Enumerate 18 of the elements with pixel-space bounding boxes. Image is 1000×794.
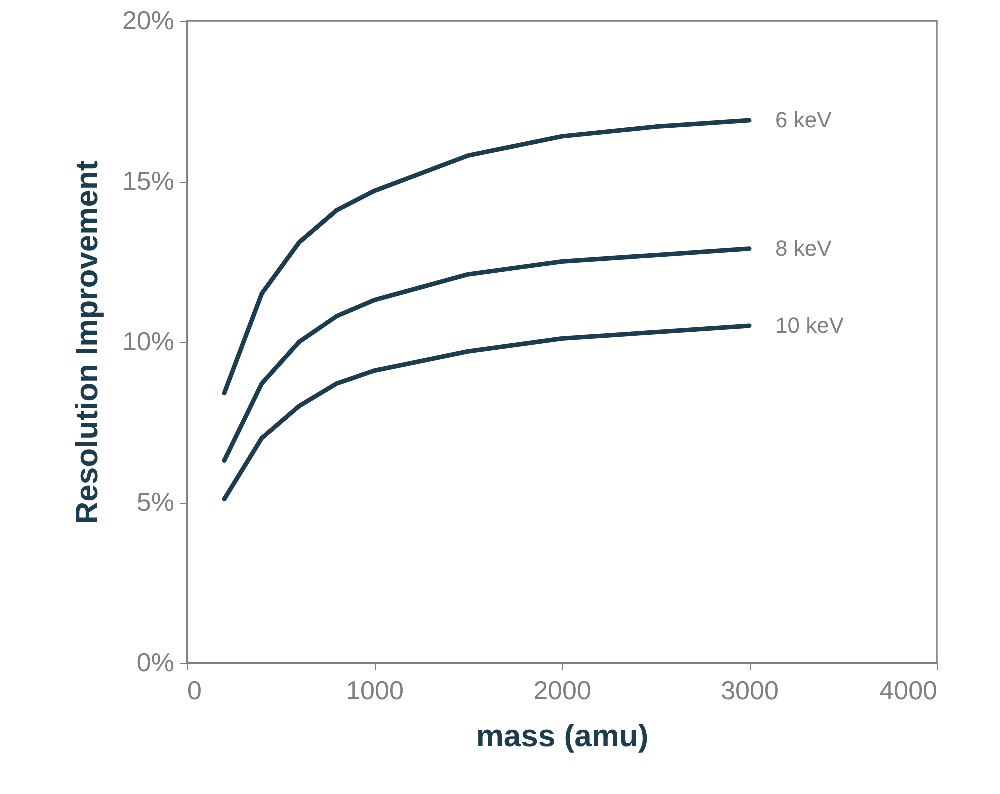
series-label: 6 keV	[776, 108, 832, 133]
x-tick-label: 2000	[534, 676, 592, 706]
line-series	[222, 246, 752, 464]
x-axis-title: mass (amu)	[476, 718, 649, 754]
y-tick-label: 0%	[136, 648, 174, 678]
series-label: 8 keV	[776, 236, 832, 261]
x-tick-label: 3000	[721, 676, 779, 706]
line-series	[222, 118, 752, 396]
y-tick-label: 20%	[122, 6, 174, 36]
x-tick-label: 4000	[880, 676, 938, 706]
line-series	[222, 324, 752, 502]
y-tick-label: 15%	[122, 166, 174, 196]
series-label: 10 keV	[776, 312, 844, 338]
y-tick-label: 5%	[136, 487, 174, 517]
x-tick-label: 0	[188, 676, 202, 706]
x-tick-label: 1000	[346, 676, 404, 706]
y-tick-label: 10%	[122, 326, 174, 356]
y-axis-title: Resolution Improvement	[69, 160, 104, 524]
